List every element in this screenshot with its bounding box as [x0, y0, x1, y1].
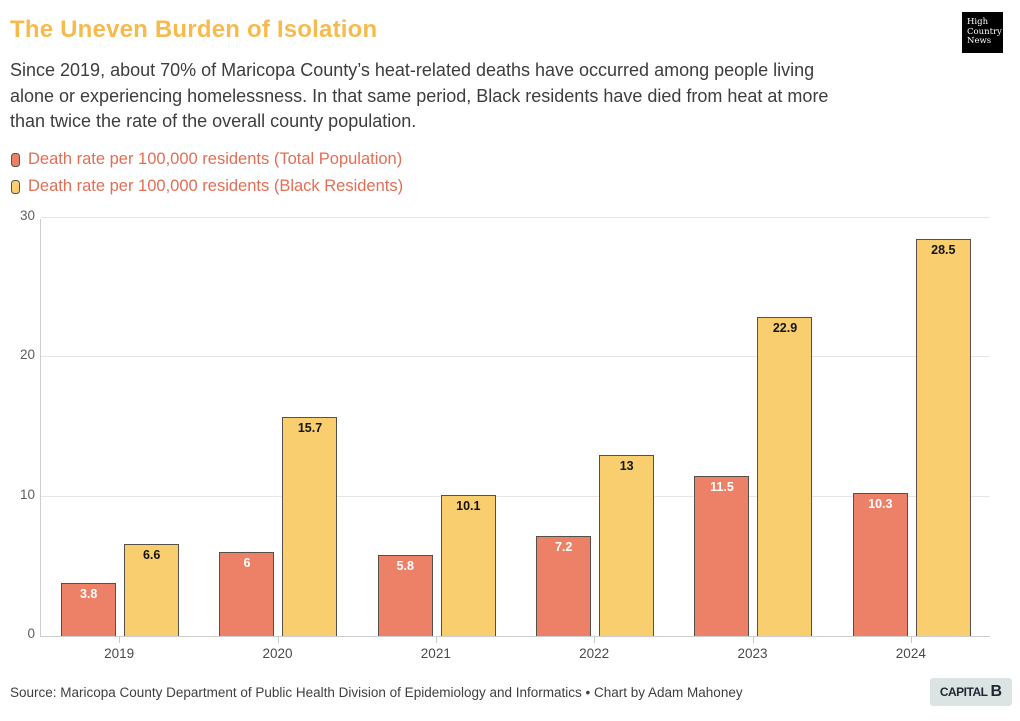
legend-swatch-icon — [11, 179, 20, 194]
y-axis-label: 20 — [19, 347, 35, 363]
bar-2022-series1: 13 — [599, 454, 655, 636]
bar-2022-series0: 7.2 — [536, 535, 592, 636]
subtitle-line: Since 2019, about 70% of Maricopa County… — [10, 60, 815, 80]
x-axis-tick — [594, 637, 596, 643]
subtitle-line: alone or experiencing homelessness. In t… — [10, 85, 829, 106]
x-axis-label: 2024 — [895, 646, 926, 661]
bar-2024-series1: 28.5 — [915, 238, 971, 636]
bar-value-label: 7.2 — [554, 539, 573, 554]
bar-value-label: 6.6 — [142, 548, 161, 563]
x-axis-label: 2019 — [104, 646, 135, 661]
bar-2021-series1: 10.1 — [440, 495, 496, 636]
capital-b-mark-icon: B — [990, 683, 1002, 700]
logo-line: News — [967, 36, 992, 46]
capital-b-logo: CAPITAL B — [929, 678, 1012, 706]
bar-2020-series0: 6 — [219, 552, 275, 636]
x-axis-tick — [277, 637, 279, 643]
chart-subtitle: Since 2019, about 70% of Maricopa County… — [10, 58, 995, 135]
x-axis-label: 2020 — [262, 646, 293, 661]
legend-swatch-icon — [11, 152, 20, 167]
bar-value-label: 5.8 — [396, 559, 414, 574]
legend-item-black-residents: Death rate per 100,000 residents (Black … — [11, 173, 403, 200]
bar-2024-series0: 10.3 — [852, 492, 908, 636]
y-axis-label: 30 — [19, 208, 35, 223]
x-axis-label: 2023 — [737, 646, 768, 661]
bar-value-label: 10.3 — [868, 496, 893, 511]
bar-2020-series1: 15.7 — [282, 417, 338, 636]
x-axis-tick — [752, 637, 754, 643]
source-credit: Source: Maricopa County Department of Pu… — [10, 685, 743, 700]
bar-group-2020: 6 15.7 — [199, 218, 357, 636]
bar-2019-series0: 3.8 — [61, 583, 117, 636]
bar-value-label: 3.8 — [79, 587, 98, 602]
legend: Death rate per 100,000 residents (Total … — [11, 146, 403, 200]
bar-value-label: 10.1 — [456, 499, 481, 514]
bar-group-2023: 11.5 22.9 — [674, 218, 832, 636]
y-axis-label: 10 — [19, 486, 35, 502]
x-axis-label: 2021 — [420, 646, 451, 661]
bar-2021-series0: 5.8 — [377, 555, 433, 636]
legend-label: Death rate per 100,000 residents (Total … — [28, 150, 403, 168]
bar-value-label: 28.5 — [931, 242, 956, 257]
bar-chart: 0 10 20 30 3.8 6.6 6 15.7 5.8 10.1 7.2 13 11.5 22.9 10… — [0, 208, 1020, 675]
bar-group-2021: 5.8 10.1 — [358, 218, 516, 636]
bar-value-label: 11.5 — [710, 479, 734, 494]
logo-line: High — [967, 17, 989, 27]
gridline — [41, 495, 990, 497]
bar-2019-series1: 6.6 — [124, 544, 180, 636]
page-title: The Uneven Burden of Isolation — [10, 16, 378, 43]
logo-line: Country — [967, 26, 1002, 37]
bar-2023-series1: 22.9 — [757, 316, 813, 636]
capital-b-wordmark: CAPITAL — [939, 685, 988, 699]
x-axis-tick — [910, 637, 912, 643]
bar-2023-series0: 11.5 — [694, 475, 750, 636]
high-country-news-logo: High Country News — [962, 12, 1003, 53]
x-axis-tick — [119, 637, 121, 643]
subtitle-line: than twice the rate of the overall count… — [10, 111, 417, 131]
bar-value-label: 22.9 — [772, 320, 798, 335]
bar-value-label: 13 — [619, 458, 634, 473]
bar-group-2022: 7.2 13 — [516, 218, 674, 636]
gridline — [41, 217, 990, 218]
bar-value-label: 6 — [243, 556, 251, 571]
bar-value-label: 15.7 — [297, 421, 323, 436]
y-axis-label: 0 — [27, 626, 35, 641]
x-axis-label: 2022 — [579, 646, 610, 661]
plot-area: 0 10 20 30 3.8 6.6 6 15.7 5.8 10.1 7.2 13 11.5 22.9 10… — [20, 208, 991, 641]
gridline — [41, 356, 990, 358]
bar-group-2019: 3.8 6.6 — [41, 218, 199, 636]
x-axis-tick — [435, 637, 437, 643]
bar-group-2024: 10.3 28.5 — [833, 218, 991, 636]
legend-item-total-population: Death rate per 100,000 residents (Total … — [11, 146, 403, 173]
legend-label: Death rate per 100,000 residents (Black … — [28, 177, 404, 195]
